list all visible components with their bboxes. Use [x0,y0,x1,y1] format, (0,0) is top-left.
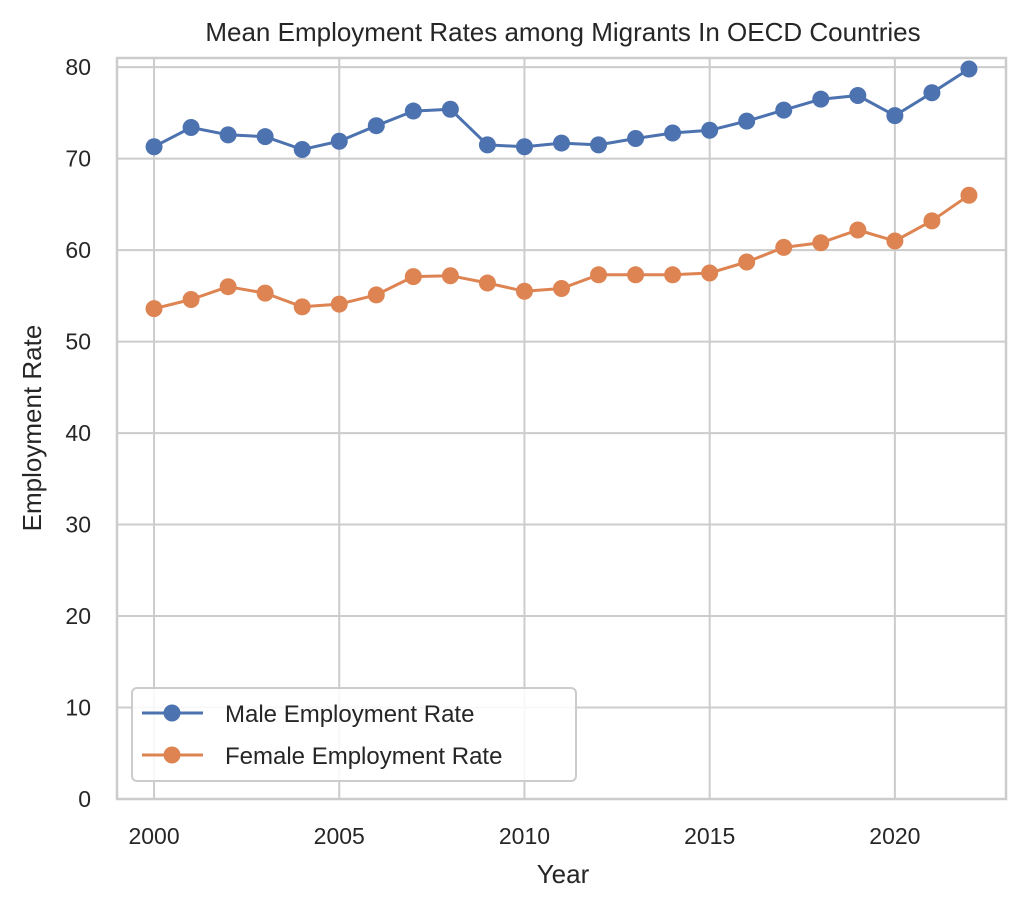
data-point [330,132,348,150]
data-point [923,212,941,230]
data-point [404,268,422,286]
y-axis-label: Employment Rate [17,325,47,532]
y-tick-label: 10 [65,695,91,721]
data-point [701,264,719,282]
data-point [701,121,719,139]
chart-title: Mean Employment Rates among Migrants In … [205,17,920,47]
data-point [145,138,163,156]
data-point [478,274,496,292]
data-point [182,291,200,309]
data-point [219,278,237,296]
data-point [515,282,533,300]
data-point [441,267,459,285]
data-point [664,124,682,142]
data-point [849,221,867,239]
data-point [775,238,793,256]
data-point [367,117,385,135]
x-tick-label: 2005 [314,823,365,849]
data-point [367,286,385,304]
data-point [627,266,645,284]
legend-box [131,687,577,782]
data-point [293,298,311,316]
tick-labels: 2000 2005 2010 2015 2020 0 10 20 30 40 50 60 70 80 [65,54,920,849]
data-point [960,186,978,204]
y-tick-label: 50 [65,329,91,355]
y-tick-label: 40 [65,420,91,446]
y-tick-label: 30 [65,512,91,538]
data-point [923,84,941,102]
y-tick-label: 20 [65,603,91,629]
series-male [145,60,978,158]
data-point [849,87,867,105]
x-tick-label: 2000 [128,823,179,849]
data-point [960,60,978,78]
data-point [738,112,756,130]
x-tick-label: 2010 [499,823,550,849]
data-point [886,232,904,250]
data-point [404,102,422,120]
data-point [182,119,200,137]
series-female [145,186,978,318]
plot-frame [115,56,1008,801]
data-point [812,90,830,108]
data-point [886,107,904,125]
data-point [145,300,163,318]
data-point [590,266,608,284]
legend-label-male: Male Employment Rate [225,701,474,728]
y-tick-label: 80 [65,54,91,80]
data-point [478,136,496,154]
data-point [553,134,570,152]
legend-label-female: Female Employment Rate [225,743,502,770]
data-point [738,253,756,271]
data-point [812,234,830,252]
legend-marker-female [163,746,181,764]
data-point [590,136,608,154]
x-axis-label: Year [537,859,590,889]
data-point [627,130,645,148]
x-tick-label: 2020 [869,823,920,849]
series-lines [145,60,978,318]
data-point [219,126,237,144]
data-point [256,284,274,302]
data-point [256,128,274,146]
legend-marker-male [163,704,181,722]
data-point [553,280,570,298]
y-tick-label: 60 [65,237,91,263]
y-tick-label: 70 [65,146,91,172]
data-point [664,266,682,284]
data-point [775,101,793,119]
data-point [441,100,459,118]
legend: Male Employment Rate Female Employment R… [131,687,577,782]
x-tick-label: 2015 [684,823,735,849]
y-tick-label: 0 [78,786,91,812]
data-point [293,140,311,158]
data-point [330,295,348,313]
data-point [515,138,533,156]
